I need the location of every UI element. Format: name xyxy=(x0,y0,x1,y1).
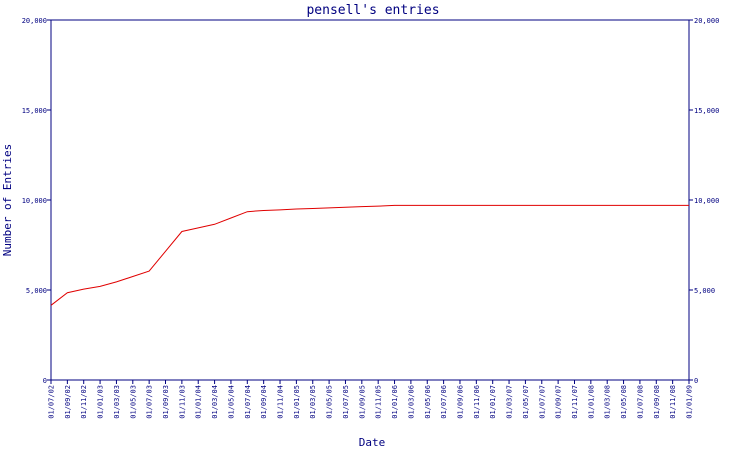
x-tick-label: 01/03/03 xyxy=(113,385,121,419)
y-tick-label-left: 15,000 xyxy=(22,107,47,115)
x-tick-label: 01/07/08 xyxy=(636,385,644,419)
x-tick-label: 01/11/07 xyxy=(571,385,579,419)
x-tick-label: 01/09/04 xyxy=(260,385,268,419)
x-tick-label: 01/05/07 xyxy=(522,385,530,419)
y-tick-label-left: 10,000 xyxy=(22,197,47,205)
x-tick-label: 01/03/05 xyxy=(309,385,317,419)
x-tick-label: 01/05/05 xyxy=(326,385,334,419)
x-tick-label: 01/01/03 xyxy=(97,385,105,419)
x-tick-label: 01/09/06 xyxy=(456,385,464,419)
x-axis-title: Date xyxy=(359,436,386,449)
series-line xyxy=(50,204,689,306)
x-tick-label: 01/05/08 xyxy=(620,385,628,419)
y-tick-label-left: 0 xyxy=(43,377,47,385)
x-tick-label: 01/11/05 xyxy=(375,385,383,419)
x-tick-label: 01/09/08 xyxy=(653,385,661,419)
y-axis-title: Number of Entries xyxy=(1,144,14,257)
y-axis-left: 0 5,000 10,000 15,000 20,000 xyxy=(22,17,51,385)
x-tick-label: 01/07/04 xyxy=(244,385,252,419)
y-tick-label-left: 20,000 xyxy=(22,17,47,25)
x-tick-label: 01/11/02 xyxy=(80,385,88,419)
x-tick-label: 01/05/03 xyxy=(129,385,137,419)
x-tick-label: 01/01/08 xyxy=(587,385,595,419)
x-tick-label: 01/09/07 xyxy=(555,385,563,419)
x-tick-label: 01/07/05 xyxy=(342,385,350,419)
x-tick-label: 01/01/04 xyxy=(195,385,203,419)
x-tick-label: 01/09/05 xyxy=(358,385,366,419)
y-tick-label-right: 15,000 xyxy=(694,107,719,115)
x-tick-label: 01/07/06 xyxy=(440,385,448,419)
x-tick-label: 01/11/04 xyxy=(277,385,285,419)
x-tick-label: 01/01/06 xyxy=(391,385,399,419)
y-tick-label-right: 0 xyxy=(694,377,698,385)
x-tick-label: 01/11/06 xyxy=(473,385,481,419)
chart-title: pensell's entries xyxy=(306,3,439,18)
x-tick-label: 01/05/06 xyxy=(424,385,432,419)
x-tick-label: 01/09/03 xyxy=(162,385,170,419)
x-tick-label: 01/01/07 xyxy=(489,385,497,419)
x-tick-label: 01/03/04 xyxy=(211,385,219,419)
y-axis-right: 0 5,000 10,000 15,000 20,000 xyxy=(689,17,719,385)
x-tick-label: 01/11/08 xyxy=(669,385,677,419)
x-tick-label: 01/09/02 xyxy=(64,385,72,419)
x-tick-label: 01/11/03 xyxy=(178,385,186,419)
y-tick-label-left: 5,000 xyxy=(26,287,47,295)
x-tick-label: 01/07/07 xyxy=(538,385,546,419)
plot-frame xyxy=(50,19,690,381)
y-tick-label-right: 10,000 xyxy=(694,197,719,205)
x-tick-label: 01/03/06 xyxy=(407,385,415,419)
x-tick-label: 01/01/05 xyxy=(293,385,301,419)
y-tick-label-right: 5,000 xyxy=(694,287,715,295)
x-tick-label: 01/05/04 xyxy=(227,385,235,419)
x-axis: 01/07/02 01/09/02 01/11/02 01/01/03 01/03/03… xyxy=(48,380,694,419)
x-tick-label: 01/07/02 xyxy=(48,385,56,419)
x-tick-label: 01/03/08 xyxy=(604,385,612,419)
x-tick-label: 01/07/03 xyxy=(146,385,154,419)
x-tick-label: 01/03/07 xyxy=(506,385,514,419)
y-tick-label-right: 20,000 xyxy=(694,17,719,25)
x-tick-label: 01/01/09 xyxy=(686,385,694,419)
series-layer xyxy=(50,204,689,306)
